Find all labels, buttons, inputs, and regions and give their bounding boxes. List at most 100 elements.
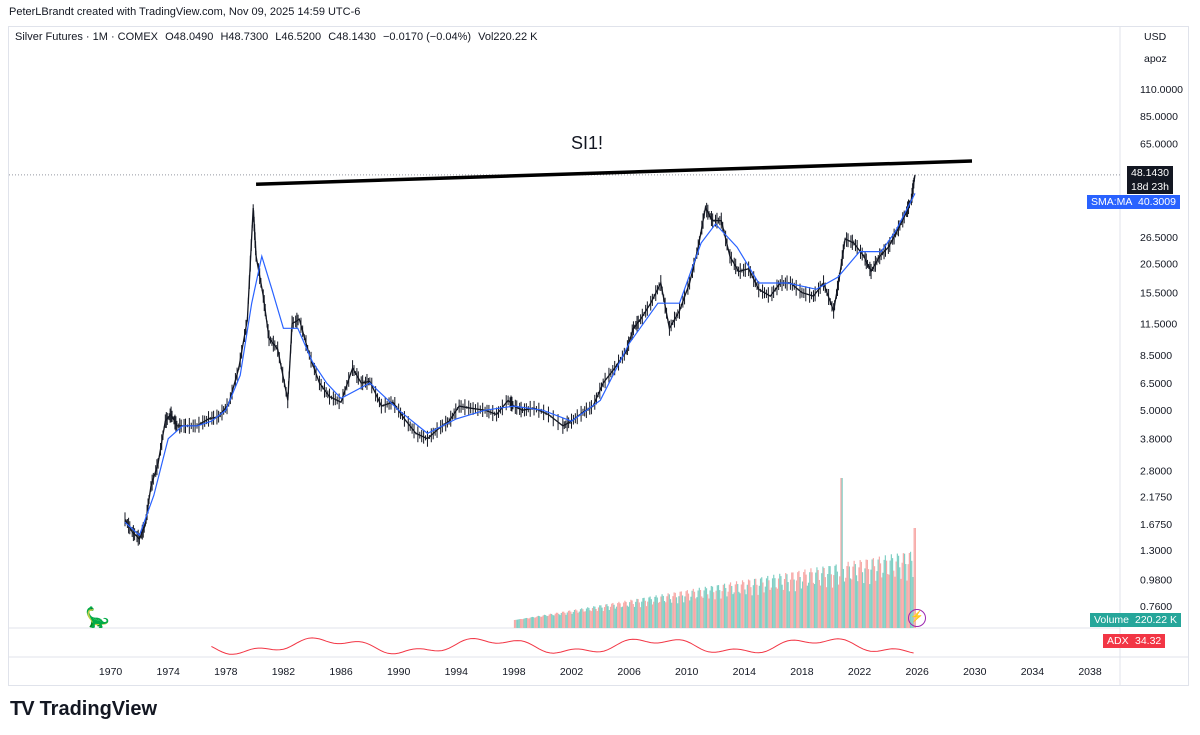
volume-bar bbox=[726, 596, 728, 628]
currency-label[interactable]: USD bbox=[1144, 31, 1167, 43]
volume-bar bbox=[697, 590, 699, 628]
volume-bar bbox=[635, 601, 637, 628]
volume-bar bbox=[828, 566, 830, 628]
volume-bar bbox=[584, 611, 586, 628]
volume-bar bbox=[643, 597, 645, 628]
volume-bar bbox=[545, 615, 547, 628]
volume-bar bbox=[565, 614, 567, 628]
volume-bar bbox=[657, 602, 660, 628]
volume-bar bbox=[901, 562, 903, 628]
volume-bar bbox=[599, 605, 601, 628]
volume-bar bbox=[911, 560, 913, 628]
volume-bar bbox=[812, 582, 814, 628]
volume-bar bbox=[673, 592, 675, 628]
volume-bar bbox=[830, 574, 832, 628]
volume-bar bbox=[767, 575, 769, 628]
volume-bar bbox=[899, 567, 901, 628]
volume-bar bbox=[710, 585, 712, 628]
volume-bar bbox=[684, 596, 686, 628]
volume-bar bbox=[864, 568, 866, 628]
volume-bar bbox=[801, 581, 804, 628]
volume-bar bbox=[522, 619, 524, 628]
volume-bar bbox=[596, 611, 598, 628]
volume-bar bbox=[743, 582, 745, 628]
volume-bar bbox=[563, 611, 565, 628]
lightning-icon[interactable]: ⚡ bbox=[908, 609, 926, 627]
volume-bar bbox=[764, 586, 766, 628]
volume-bar bbox=[853, 560, 855, 628]
volume-bar bbox=[733, 592, 735, 628]
volume-bar bbox=[582, 609, 584, 628]
volume-bar bbox=[593, 606, 595, 628]
countdown-tag: 18d 23h bbox=[1127, 180, 1173, 194]
volume-bar bbox=[702, 597, 704, 628]
volume-bar bbox=[878, 556, 880, 628]
volume-bar bbox=[587, 607, 589, 628]
volume-bar bbox=[695, 598, 697, 628]
volume-bar bbox=[800, 588, 802, 628]
volume-bar bbox=[777, 578, 780, 628]
tradingview-brand: TV TradingView bbox=[10, 698, 157, 721]
volume-bar bbox=[776, 588, 778, 628]
volume-bar bbox=[909, 551, 912, 628]
volume-bar bbox=[546, 616, 548, 628]
time-tick-label: 1986 bbox=[329, 666, 353, 678]
volume-bar bbox=[721, 591, 723, 628]
volume-bar bbox=[816, 567, 818, 628]
volume-bar bbox=[558, 613, 560, 628]
volume-bar bbox=[620, 607, 622, 628]
volume-bar bbox=[667, 593, 669, 628]
volume-bar bbox=[589, 610, 591, 628]
volume-bar bbox=[668, 594, 670, 628]
volume-value-tag: 220.22 K bbox=[1131, 613, 1182, 627]
volume-bar bbox=[734, 584, 736, 628]
volume-bar bbox=[795, 580, 798, 628]
volume-bar bbox=[624, 600, 626, 628]
volume-bar bbox=[841, 478, 843, 628]
volume-bar bbox=[727, 591, 729, 628]
volume-bar bbox=[723, 583, 726, 628]
volume-bar bbox=[746, 584, 748, 628]
volume-bar bbox=[537, 615, 540, 628]
volume-bar bbox=[625, 601, 627, 628]
volume-bar bbox=[683, 602, 685, 628]
volume-bar bbox=[517, 619, 519, 628]
adx-line bbox=[211, 637, 914, 655]
sma-name-tag: SMA:MA bbox=[1087, 195, 1137, 209]
volume-bar bbox=[715, 590, 717, 628]
volume-bar bbox=[765, 578, 768, 628]
volume-bar bbox=[547, 615, 549, 628]
volume-bar bbox=[618, 601, 620, 628]
volume-bar bbox=[560, 613, 562, 628]
volume-bar bbox=[771, 578, 774, 628]
volume-bar bbox=[854, 564, 856, 628]
volume-bar bbox=[536, 616, 538, 628]
time-tick-label: 2014 bbox=[733, 666, 757, 678]
volume-bar bbox=[811, 572, 813, 628]
volume-bar bbox=[602, 611, 604, 628]
volume-bar bbox=[871, 559, 873, 628]
volume-bar bbox=[539, 616, 541, 628]
volume-bar bbox=[809, 572, 811, 628]
volume-bar bbox=[572, 611, 574, 628]
volume-bar bbox=[594, 606, 596, 628]
volume-bar bbox=[893, 570, 895, 628]
volume-bar bbox=[703, 590, 705, 628]
volume-bar bbox=[672, 596, 674, 628]
price-tick-label: 0.9800 bbox=[1140, 575, 1172, 587]
volume-bar bbox=[883, 559, 885, 628]
volume-bar bbox=[905, 564, 907, 628]
volume-bar bbox=[535, 617, 537, 628]
scale-mode-label[interactable]: apoz bbox=[1144, 53, 1167, 65]
volume-bar bbox=[549, 613, 552, 628]
volume-bar bbox=[751, 595, 753, 628]
volume-bar bbox=[908, 553, 910, 628]
volume-bar bbox=[553, 615, 555, 628]
volume-bar bbox=[749, 580, 751, 628]
volume-bar bbox=[747, 579, 750, 628]
volume-bar bbox=[686, 590, 688, 628]
volume-bar bbox=[693, 591, 696, 628]
volume-bar bbox=[709, 590, 711, 628]
volume-bar bbox=[669, 599, 672, 628]
